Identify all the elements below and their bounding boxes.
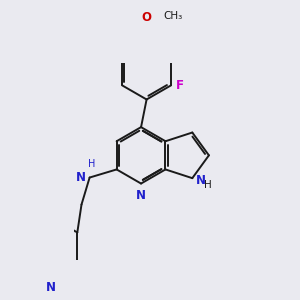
- Text: O: O: [142, 11, 152, 25]
- Text: N: N: [46, 281, 56, 294]
- Text: H: H: [88, 159, 95, 169]
- Text: N: N: [196, 174, 206, 187]
- Text: N: N: [76, 171, 86, 184]
- Text: H: H: [204, 180, 212, 190]
- Text: F: F: [176, 79, 184, 92]
- Text: N: N: [136, 190, 146, 202]
- Text: CH₃: CH₃: [164, 11, 183, 21]
